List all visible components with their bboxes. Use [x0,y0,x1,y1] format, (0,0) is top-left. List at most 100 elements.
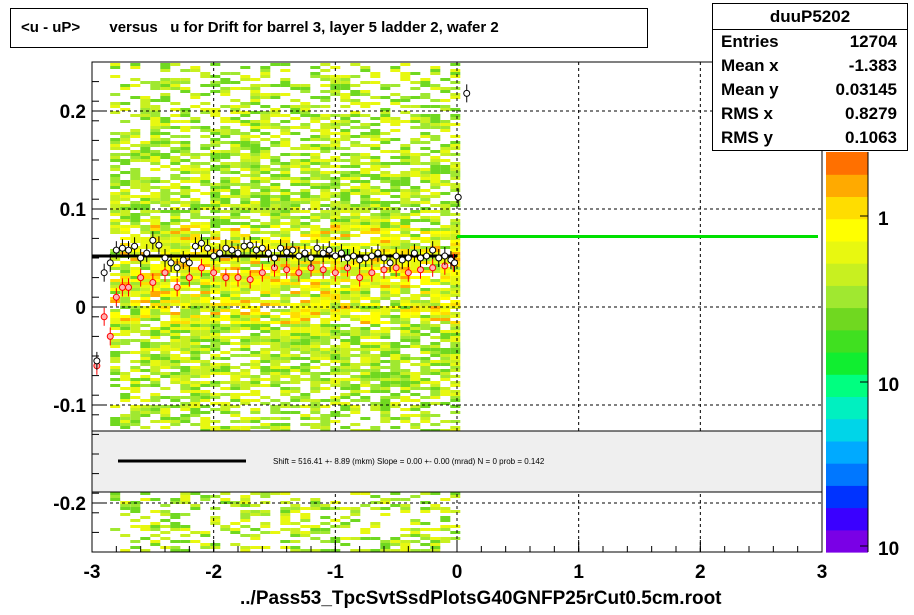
heatmap-cell [260,222,271,225]
heatmap-cell [420,417,431,420]
heatmap-cell [280,279,291,282]
heatmap-cell [420,279,431,282]
heatmap-cell [360,267,371,270]
heatmap-cell [280,513,291,516]
heatmap-cell [370,312,381,315]
heatmap-cell [240,369,251,372]
heatmap-cell [180,249,191,252]
heatmap-cell [270,357,281,360]
heatmap-cell [420,282,431,285]
heatmap-cell [120,135,131,138]
heatmap-cell [410,393,421,396]
heatmap-cell [180,372,191,375]
heatmap-cell [330,204,341,207]
heatmap-cell [310,408,321,411]
heatmap-cell [320,420,331,423]
heatmap-cell [170,357,181,360]
heatmap-cell [150,333,161,336]
heatmap-cell [370,147,381,150]
heatmap-cell [140,291,151,294]
heatmap-cell [340,183,351,186]
heatmap-cell [390,138,401,141]
heatmap-cell [390,213,401,216]
heatmap-cell [170,348,181,351]
heatmap-cell [290,117,301,120]
heatmap-cell [290,270,301,273]
heatmap-cell [310,183,321,186]
heatmap-cell [280,528,291,531]
heatmap-cell [140,228,151,231]
heatmap-cell [310,138,321,141]
heatmap-cell [110,192,121,195]
heatmap-cell [210,420,221,423]
heatmap-cell [230,189,241,192]
heatmap-cell [290,387,301,390]
heatmap-cell [300,189,311,192]
heatmap-cell [140,159,151,162]
heatmap-cell [110,405,121,408]
heatmap-cell [350,390,361,393]
heatmap-cell [320,372,331,375]
heatmap-cell [380,345,391,348]
heatmap-cell [420,501,431,504]
heatmap-cell [410,243,421,246]
heatmap-cell [410,264,421,267]
heatmap-cell [160,525,171,528]
heatmap-cell [310,417,321,420]
heatmap-cell [210,276,221,279]
profile-point-red [106,332,114,340]
heatmap-cell [410,531,421,534]
heatmap-cell [250,285,261,288]
heatmap-cell [320,300,331,303]
heatmap-cell [270,210,281,213]
heatmap-cell [190,168,201,171]
heatmap-cell [190,276,201,279]
heatmap-cell [200,288,211,291]
heatmap-cell [450,300,461,303]
heatmap-cell [290,204,301,207]
stats-row-rms-x: RMS x 0.8279 [713,102,907,126]
heatmap-cell [250,195,261,198]
heatmap-cell [250,204,261,207]
heatmap-cell [360,315,371,318]
heatmap-cell [220,93,231,96]
heatmap-cell [350,192,361,195]
heatmap-cell [250,150,261,153]
heatmap-cell [290,273,301,276]
heatmap-cell [180,150,191,153]
x-tick-label: -3 [84,562,101,583]
heatmap-cell [240,321,251,324]
heatmap-cell [300,348,311,351]
heatmap-cell [230,165,241,168]
heatmap-cell [190,384,201,387]
heatmap-cell [280,189,291,192]
heatmap-cell [360,345,371,348]
heatmap-cell [270,291,281,294]
heatmap-cell [290,534,301,537]
y-tick-label: 0.1 [60,200,87,221]
heatmap-cell [350,90,361,93]
heatmap-cell [150,243,161,246]
heatmap-cell [240,132,251,135]
heatmap-cell [260,168,271,171]
heatmap-cell [310,357,321,360]
heatmap-cell [360,288,371,291]
heatmap-cell [390,276,401,279]
heatmap-cell [370,387,381,390]
heatmap-cell [240,216,251,219]
heatmap-cell [110,201,121,204]
heatmap-cell [150,270,161,273]
heatmap-cell [360,303,371,306]
heatmap-cell [110,324,121,327]
heatmap-cell [300,105,311,108]
heatmap-cell [400,204,411,207]
heatmap-cell [170,276,181,279]
heatmap-cell [430,195,441,198]
heatmap-cell [250,513,261,516]
heatmap-cell [380,282,391,285]
heatmap-cell [420,276,431,279]
heatmap-cell [400,249,411,252]
heatmap-cell [320,177,331,180]
heatmap-cell [280,393,291,396]
heatmap-cell [410,414,421,417]
